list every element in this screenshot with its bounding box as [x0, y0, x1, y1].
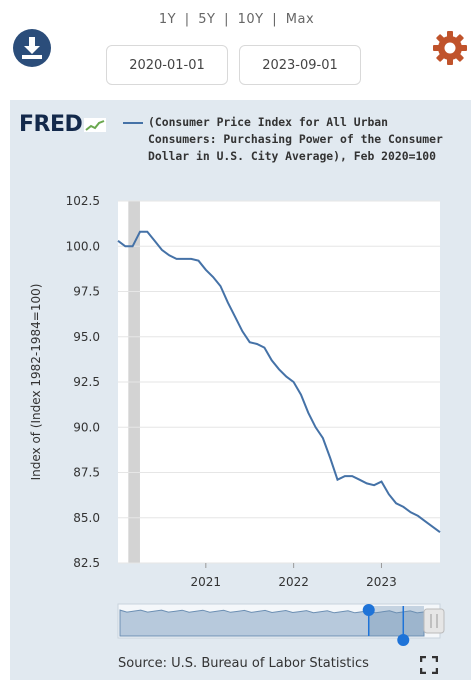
source-text: Source: U.S. Bureau of Labor Statistics	[118, 656, 369, 671]
x-tick-label: 2023	[366, 575, 397, 589]
navigator-selected-range	[368, 606, 424, 636]
range-1y-button[interactable]: 1Y	[158, 12, 177, 27]
range-selector: 1Y | 5Y | 10Y | Max	[0, 12, 473, 27]
range-5y-button[interactable]: 5Y	[198, 12, 216, 27]
y-axis-label: Index of (Index 1982-1984=100)	[29, 284, 43, 481]
navigator-scroll-grip[interactable]	[423, 608, 445, 634]
y-tick-label: 90.0	[73, 420, 100, 434]
navigator-handle-left[interactable]	[362, 604, 375, 616]
fullscreen-icon[interactable]	[420, 656, 438, 674]
navigator-handle-right[interactable]	[397, 634, 410, 646]
range-separator: |	[272, 12, 278, 27]
range-separator: |	[224, 12, 229, 27]
fred-logo: FRED	[19, 112, 107, 137]
x-tick-label: 2022	[278, 575, 309, 589]
range-10y-button[interactable]: 10Y	[237, 12, 264, 27]
y-tick-label: 102.5	[66, 194, 100, 208]
range-max-button[interactable]: Max	[285, 12, 315, 27]
fred-chart-icon	[84, 118, 107, 132]
y-tick-label: 92.5	[73, 375, 100, 389]
y-tick-label: 95.0	[73, 330, 100, 344]
range-separator: |	[184, 12, 190, 27]
y-tick-label: 100.0	[66, 239, 100, 253]
y-tick-label: 85.0	[73, 511, 100, 525]
legend-series-swatch	[123, 122, 143, 124]
y-tick-label: 97.5	[73, 285, 100, 299]
y-tick-label: 82.5	[73, 556, 100, 570]
start-date-input[interactable]	[106, 45, 228, 85]
download-icon[interactable]	[13, 29, 51, 67]
end-date-input[interactable]	[239, 45, 361, 85]
series-line	[117, 230, 441, 534]
y-tick-label: 87.5	[73, 466, 100, 480]
legend-series-label: (Consumer Price Index for All Urban Cons…	[148, 115, 443, 163]
navigator-area	[119, 609, 425, 637]
gear-icon[interactable]	[431, 29, 469, 67]
x-tick-label: 2021	[191, 575, 222, 589]
top-toolbar: 1Y | 5Y | 10Y | Max	[0, 0, 473, 100]
navigator[interactable]	[117, 603, 445, 646]
